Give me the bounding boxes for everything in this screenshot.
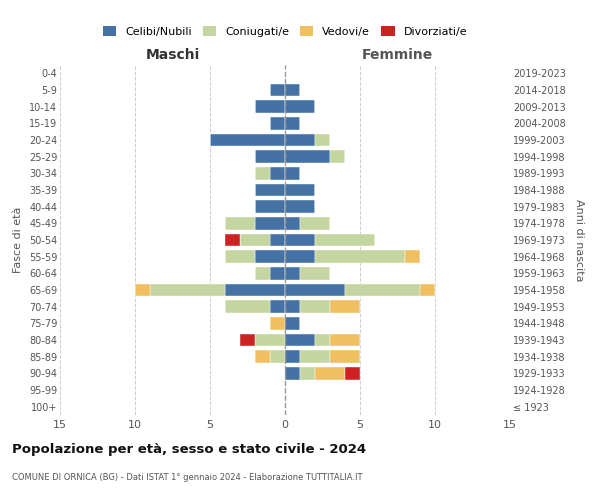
Bar — [285, 150, 330, 163]
Bar — [285, 300, 300, 313]
Bar — [285, 367, 300, 380]
Bar — [255, 100, 285, 113]
Bar — [255, 334, 285, 346]
Bar — [270, 267, 285, 280]
Bar — [285, 184, 315, 196]
Text: Femmine: Femmine — [362, 48, 433, 62]
Text: COMUNE DI ORNICA (BG) - Dati ISTAT 1° gennaio 2024 - Elaborazione TUTTITALIA.IT: COMUNE DI ORNICA (BG) - Dati ISTAT 1° ge… — [12, 472, 362, 482]
Bar — [345, 284, 420, 296]
Bar — [285, 317, 300, 330]
Bar — [285, 334, 315, 346]
Bar — [255, 350, 270, 363]
Bar — [270, 234, 285, 246]
Bar — [225, 250, 255, 263]
Legend: Celibi/Nubili, Coniugati/e, Vedovi/e, Divorziati/e: Celibi/Nubili, Coniugati/e, Vedovi/e, Di… — [98, 22, 472, 41]
Bar — [270, 300, 285, 313]
Bar — [315, 134, 330, 146]
Bar — [285, 117, 300, 130]
Bar — [285, 234, 315, 246]
Bar — [150, 284, 225, 296]
Bar — [135, 284, 150, 296]
Bar — [315, 234, 375, 246]
Bar — [345, 367, 360, 380]
Bar — [210, 134, 285, 146]
Bar — [285, 134, 315, 146]
Bar — [270, 317, 285, 330]
Bar — [285, 167, 300, 179]
Bar — [315, 334, 330, 346]
Bar — [240, 334, 255, 346]
Bar — [255, 184, 285, 196]
Bar — [420, 284, 435, 296]
Bar — [240, 234, 270, 246]
Bar — [330, 300, 360, 313]
Text: Maschi: Maschi — [145, 48, 200, 62]
Bar — [285, 267, 300, 280]
Bar — [255, 150, 285, 163]
Bar — [330, 334, 360, 346]
Bar — [285, 250, 315, 263]
Bar — [255, 217, 285, 230]
Bar — [300, 350, 330, 363]
Bar — [270, 117, 285, 130]
Y-axis label: Fasce di età: Fasce di età — [13, 207, 23, 273]
Bar — [255, 267, 270, 280]
Bar — [285, 100, 315, 113]
Bar — [330, 350, 360, 363]
Bar — [285, 217, 300, 230]
Bar — [270, 167, 285, 179]
Bar — [225, 284, 285, 296]
Bar — [225, 300, 270, 313]
Y-axis label: Anni di nascita: Anni di nascita — [574, 198, 584, 281]
Bar — [270, 84, 285, 96]
Bar — [285, 200, 315, 213]
Bar — [225, 217, 255, 230]
Bar — [270, 350, 285, 363]
Bar — [285, 350, 300, 363]
Bar — [330, 150, 345, 163]
Bar — [315, 367, 345, 380]
Bar — [300, 367, 315, 380]
Bar — [300, 217, 330, 230]
Bar — [300, 267, 330, 280]
Bar — [255, 250, 285, 263]
Bar — [255, 167, 270, 179]
Bar — [225, 234, 240, 246]
Bar — [285, 84, 300, 96]
Bar — [315, 250, 405, 263]
Bar — [405, 250, 420, 263]
Text: Popolazione per età, sesso e stato civile - 2024: Popolazione per età, sesso e stato civil… — [12, 442, 366, 456]
Bar — [255, 200, 285, 213]
Bar — [300, 300, 330, 313]
Bar — [285, 284, 345, 296]
